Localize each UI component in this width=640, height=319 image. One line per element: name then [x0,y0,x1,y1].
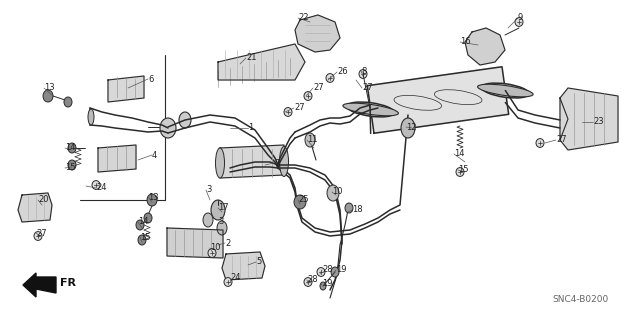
Text: 19: 19 [322,279,333,288]
Ellipse shape [208,249,216,257]
Polygon shape [367,67,509,133]
Ellipse shape [320,282,326,290]
Ellipse shape [216,148,225,178]
Text: 14: 14 [138,218,148,226]
Polygon shape [108,76,144,102]
Polygon shape [295,15,340,52]
Text: 13: 13 [44,84,54,93]
Text: 15: 15 [65,164,76,173]
Ellipse shape [203,213,213,227]
Ellipse shape [456,167,464,176]
Polygon shape [98,145,136,172]
Polygon shape [220,145,284,178]
Polygon shape [465,28,505,65]
Text: 14: 14 [65,144,76,152]
Ellipse shape [345,203,353,213]
Text: 24: 24 [96,183,106,192]
Text: SNC4-B0200: SNC4-B0200 [552,295,608,305]
Text: 15: 15 [140,233,150,241]
Text: 27: 27 [36,228,47,238]
Ellipse shape [477,84,533,97]
Text: 10: 10 [332,188,342,197]
Text: 22: 22 [298,13,308,23]
Ellipse shape [64,97,72,107]
Text: 24: 24 [230,273,241,283]
Ellipse shape [280,146,289,176]
Text: 25: 25 [298,196,308,204]
Text: 7: 7 [274,159,280,167]
Ellipse shape [304,278,312,286]
Ellipse shape [347,102,394,117]
Ellipse shape [43,90,53,102]
Ellipse shape [359,70,367,78]
Ellipse shape [481,83,529,98]
Text: 10: 10 [210,243,221,253]
Text: 21: 21 [246,54,257,63]
Text: 18: 18 [352,205,363,214]
Text: FR: FR [60,278,76,288]
Text: 6: 6 [148,75,154,84]
Text: 3: 3 [206,186,211,195]
Text: 15: 15 [458,166,468,174]
Text: 27: 27 [362,84,372,93]
Text: 5: 5 [256,257,261,266]
Ellipse shape [401,118,415,138]
Text: 16: 16 [460,38,470,47]
Ellipse shape [304,92,312,100]
Ellipse shape [294,195,306,209]
Polygon shape [218,44,305,80]
Ellipse shape [179,112,191,128]
Text: 13: 13 [148,192,159,202]
Ellipse shape [305,133,315,147]
Ellipse shape [343,103,398,116]
Text: 27: 27 [294,103,305,113]
Ellipse shape [327,185,339,201]
Text: 14: 14 [454,150,465,159]
Text: 1: 1 [248,123,253,132]
Text: 2: 2 [225,239,230,248]
Text: 27: 27 [313,84,324,93]
Text: 20: 20 [38,196,49,204]
Polygon shape [23,273,56,297]
Ellipse shape [68,160,76,170]
Text: 3: 3 [218,218,223,226]
Ellipse shape [138,235,146,245]
Ellipse shape [317,268,325,276]
Ellipse shape [160,118,176,138]
Text: 8: 8 [361,66,366,76]
Ellipse shape [536,138,544,147]
Ellipse shape [284,108,292,116]
Polygon shape [222,252,265,280]
Ellipse shape [144,213,152,223]
Text: 28: 28 [322,265,333,275]
Text: 4: 4 [152,151,157,160]
Text: 28: 28 [307,276,317,285]
Ellipse shape [92,181,100,189]
Ellipse shape [515,18,523,26]
Polygon shape [167,228,223,258]
Ellipse shape [331,267,339,277]
Text: 17: 17 [218,204,228,212]
Ellipse shape [147,194,157,206]
Ellipse shape [68,143,76,153]
Ellipse shape [211,200,225,220]
Text: 23: 23 [593,117,604,127]
Ellipse shape [136,220,144,230]
Ellipse shape [217,221,227,235]
Text: 11: 11 [307,136,317,145]
Ellipse shape [88,109,94,125]
Ellipse shape [326,74,334,82]
Text: 12: 12 [406,122,417,131]
Polygon shape [18,193,52,222]
Ellipse shape [224,278,232,286]
Text: 9: 9 [518,13,524,23]
Polygon shape [560,88,618,150]
Text: 27: 27 [556,136,566,145]
Ellipse shape [34,232,42,241]
Text: 19: 19 [336,265,346,275]
Text: 26: 26 [337,68,348,77]
